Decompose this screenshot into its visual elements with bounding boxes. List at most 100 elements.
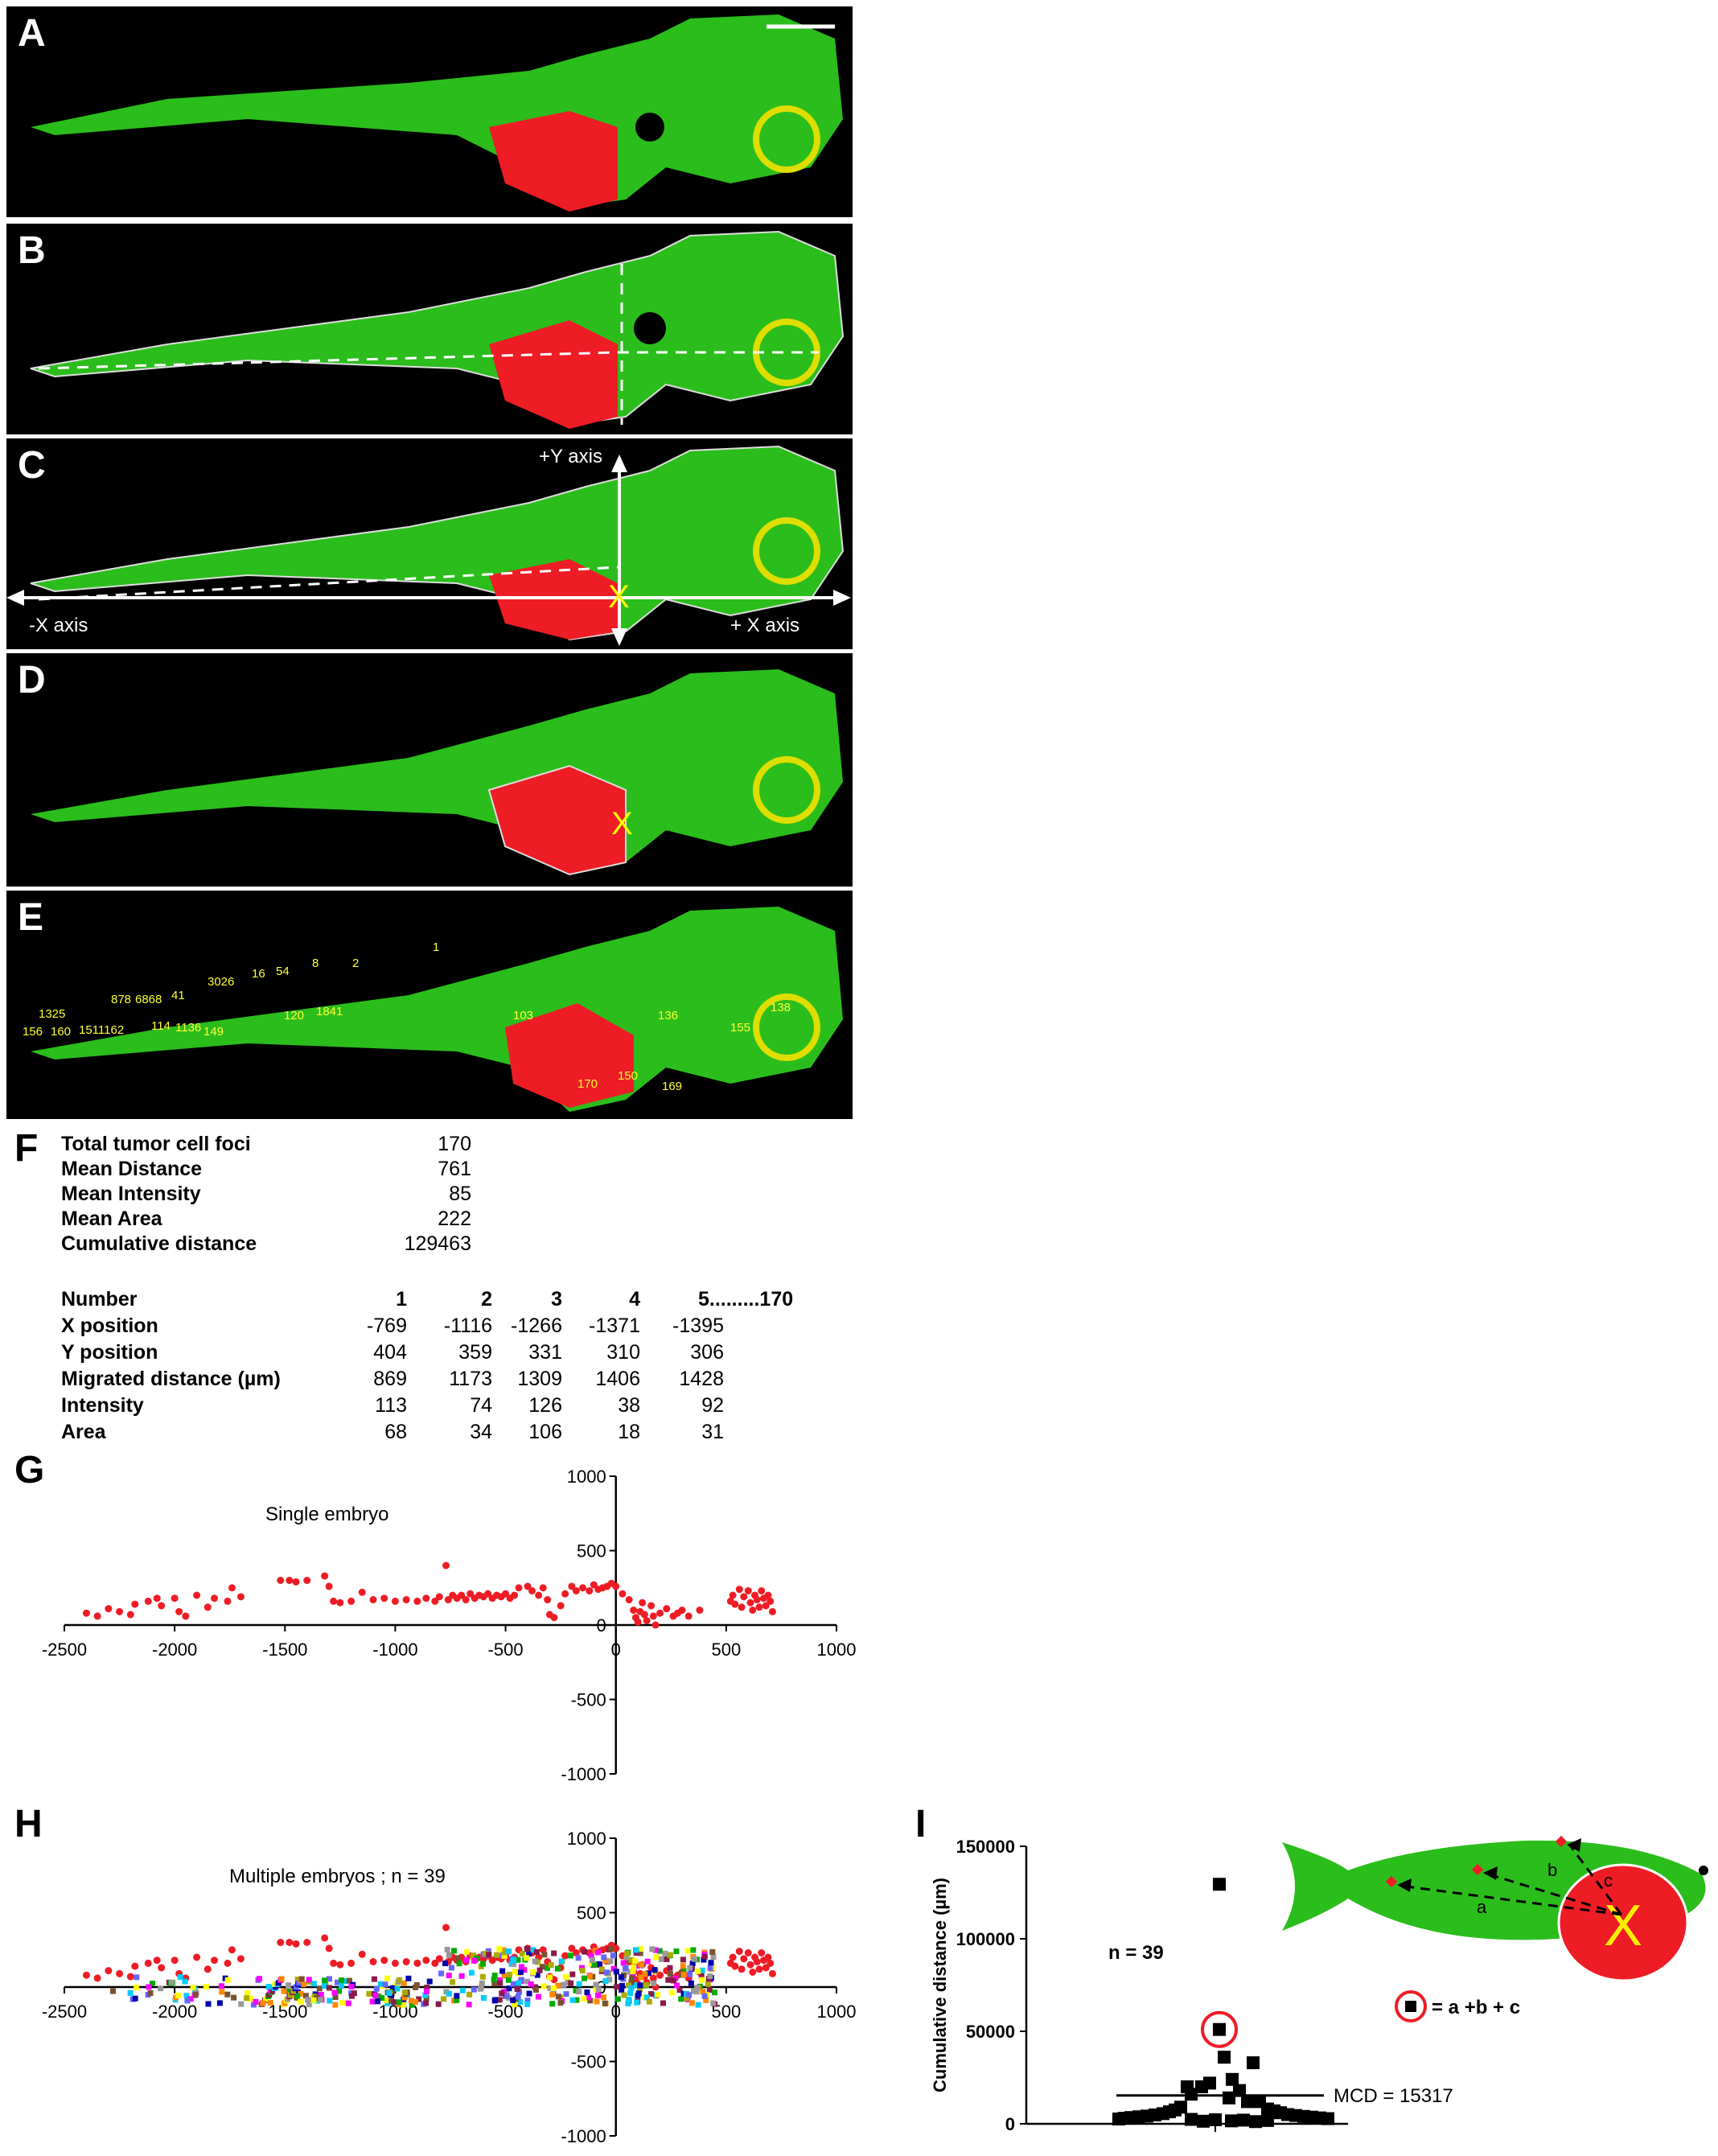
data-point — [554, 1965, 561, 1972]
data-point — [302, 1993, 309, 1999]
data-point — [503, 1993, 510, 1999]
data-point — [169, 1979, 175, 1985]
data-point — [325, 1944, 333, 1952]
data-point — [496, 1997, 503, 2003]
data-point — [236, 1955, 245, 1963]
data-point — [512, 1969, 518, 1975]
data-point — [431, 1597, 439, 1605]
data-point — [238, 2001, 245, 2007]
data-point — [680, 1963, 686, 1969]
data-point — [382, 1981, 388, 1988]
data-point — [524, 1582, 532, 1590]
data-point — [688, 2000, 695, 2006]
data-point — [626, 1982, 632, 1989]
data-point — [446, 1990, 452, 1997]
data-point — [544, 1965, 550, 1971]
data-point — [493, 1952, 499, 1958]
data-point — [505, 1948, 512, 1955]
data-point — [277, 1939, 285, 1946]
data-point — [466, 2002, 472, 2008]
summary-value: 222 — [438, 1208, 471, 1230]
data-point — [625, 2000, 631, 2006]
data-point — [211, 1594, 219, 1603]
data-point — [256, 1976, 262, 1982]
data-point — [470, 1952, 476, 1959]
table-row-label: Y position — [61, 1341, 158, 1364]
data-point — [594, 1949, 601, 1956]
focus-number-label: 41 — [171, 989, 185, 1002]
panel-c-label: C — [18, 444, 46, 487]
focus-number-label: 114 — [151, 1019, 171, 1033]
panel-b: B — [6, 224, 853, 434]
data-point — [547, 1985, 553, 1991]
data-point — [446, 1952, 452, 1958]
data-point — [245, 1989, 251, 1996]
panel-e: 156 1325 878 6868 41 3026 16 54 8 2 1 160 1511162 114… — [6, 891, 853, 1119]
data-point — [550, 1985, 557, 1992]
data-point — [82, 1609, 90, 1617]
table-cell: 1428 — [679, 1368, 724, 1390]
data-point — [644, 1958, 651, 1965]
data-point — [561, 1590, 569, 1598]
data-point — [665, 1977, 672, 1983]
panel-e-image: 156 1325 878 6868 41 3026 16 54 8 2 1 160 1511162 114… — [23, 907, 843, 1112]
data-point — [628, 1985, 635, 1992]
table-cell: 1173 — [449, 1368, 492, 1390]
data-point — [628, 1979, 635, 1985]
data-point — [281, 1988, 287, 1994]
data-point — [384, 1997, 390, 2003]
data-point — [629, 1975, 635, 1981]
n-annotation: n = 39 — [1108, 1942, 1164, 1964]
data-point — [758, 1948, 766, 1956]
data-point — [236, 1593, 245, 1601]
panel-d-image: X — [31, 669, 843, 876]
summary-value: 761 — [438, 1158, 471, 1180]
focus-number-label: 54 — [276, 965, 290, 978]
focus-number-label: 1 — [433, 940, 439, 954]
data-point — [491, 1981, 498, 1987]
y-tick-label: 50000 — [966, 2022, 1015, 2042]
data-point — [558, 1958, 565, 1965]
data-point — [535, 1591, 543, 1599]
data-point — [687, 1965, 693, 1971]
data-point — [639, 1598, 647, 1607]
table-header-cell: 3 — [551, 1288, 562, 1310]
data-point — [701, 1953, 708, 1960]
table-cell: 306 — [690, 1341, 724, 1364]
data-point — [735, 1586, 743, 1594]
arrowhead — [1397, 1878, 1412, 1892]
data-point — [336, 1988, 343, 1994]
data-point — [731, 1600, 739, 1608]
data-point — [764, 1953, 772, 1961]
data-point — [579, 1968, 586, 1974]
data-point — [454, 1993, 460, 1999]
y-axis-label: +Y axis — [539, 446, 602, 467]
data-point — [501, 1949, 508, 1956]
data-point — [550, 1614, 558, 1622]
data-point — [649, 1974, 657, 1982]
fish-eye — [1699, 1866, 1708, 1875]
data-point — [656, 1609, 664, 1617]
data-point — [625, 1596, 633, 1604]
data-point — [707, 1965, 713, 1971]
data-point — [442, 1561, 450, 1570]
data-point — [224, 1959, 232, 1967]
data-point — [444, 1946, 450, 1952]
data-point — [619, 1986, 625, 1993]
focus-number-label: 878 — [111, 993, 131, 1006]
data-point — [582, 1975, 588, 1981]
data-point — [660, 2000, 667, 2006]
data-point — [446, 1973, 452, 1979]
data-point — [585, 1994, 591, 2001]
data-point — [499, 1968, 506, 1974]
data-point — [458, 1591, 466, 1599]
data-point — [701, 1993, 708, 1999]
data-point — [635, 1993, 641, 1999]
migration-vector — [1486, 1872, 1622, 1916]
tumor-site — [1557, 1863, 1689, 1982]
data-point — [485, 1948, 491, 1954]
summary-label: Mean Distance — [61, 1158, 203, 1180]
data-point — [668, 1989, 675, 1996]
data-point — [539, 1584, 547, 1592]
data-point — [396, 1977, 402, 1983]
